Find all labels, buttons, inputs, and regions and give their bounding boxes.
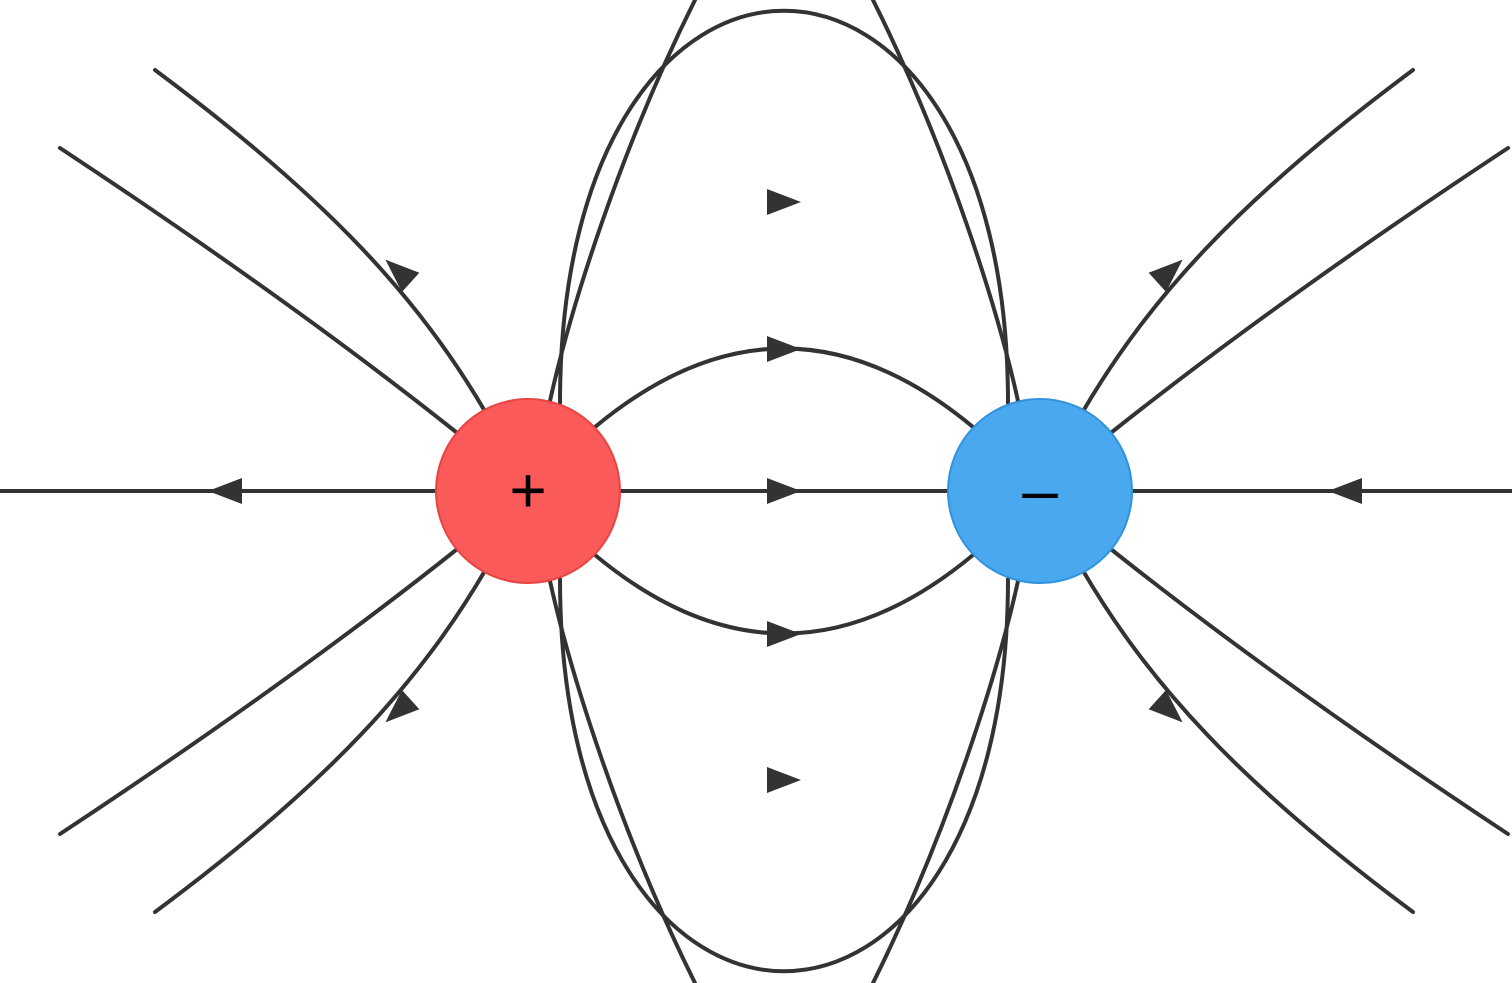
field-arrow-axis-center (767, 478, 801, 504)
field-arrow-loop-lower-big (767, 767, 801, 793)
field-arrow-loop-upper-big (767, 189, 801, 215)
field-line-pos-exit-top (550, 0, 695, 401)
field-line-neg-enter-top (873, 0, 1018, 401)
field-arrow-loop-upper-small (767, 336, 801, 362)
field-arrow-axis-right (1328, 478, 1362, 504)
field-line-neg-outer-upper (1082, 70, 1413, 413)
field-arrow-axis-left (208, 478, 242, 504)
field-line-pos-outer-lower (155, 569, 486, 912)
dipole-field-diagram: + – (0, 0, 1512, 983)
field-line-loop-lower-small (595, 555, 973, 634)
field-line-loop-upper-small (595, 349, 973, 428)
field-line-pos-outer-upper (155, 70, 486, 413)
negative-charge-label: – (1022, 454, 1058, 526)
field-line-neg-outer-lower (1082, 569, 1413, 912)
positive-charge-label: + (509, 454, 546, 526)
field-arrow-loop-lower-small (767, 621, 801, 647)
